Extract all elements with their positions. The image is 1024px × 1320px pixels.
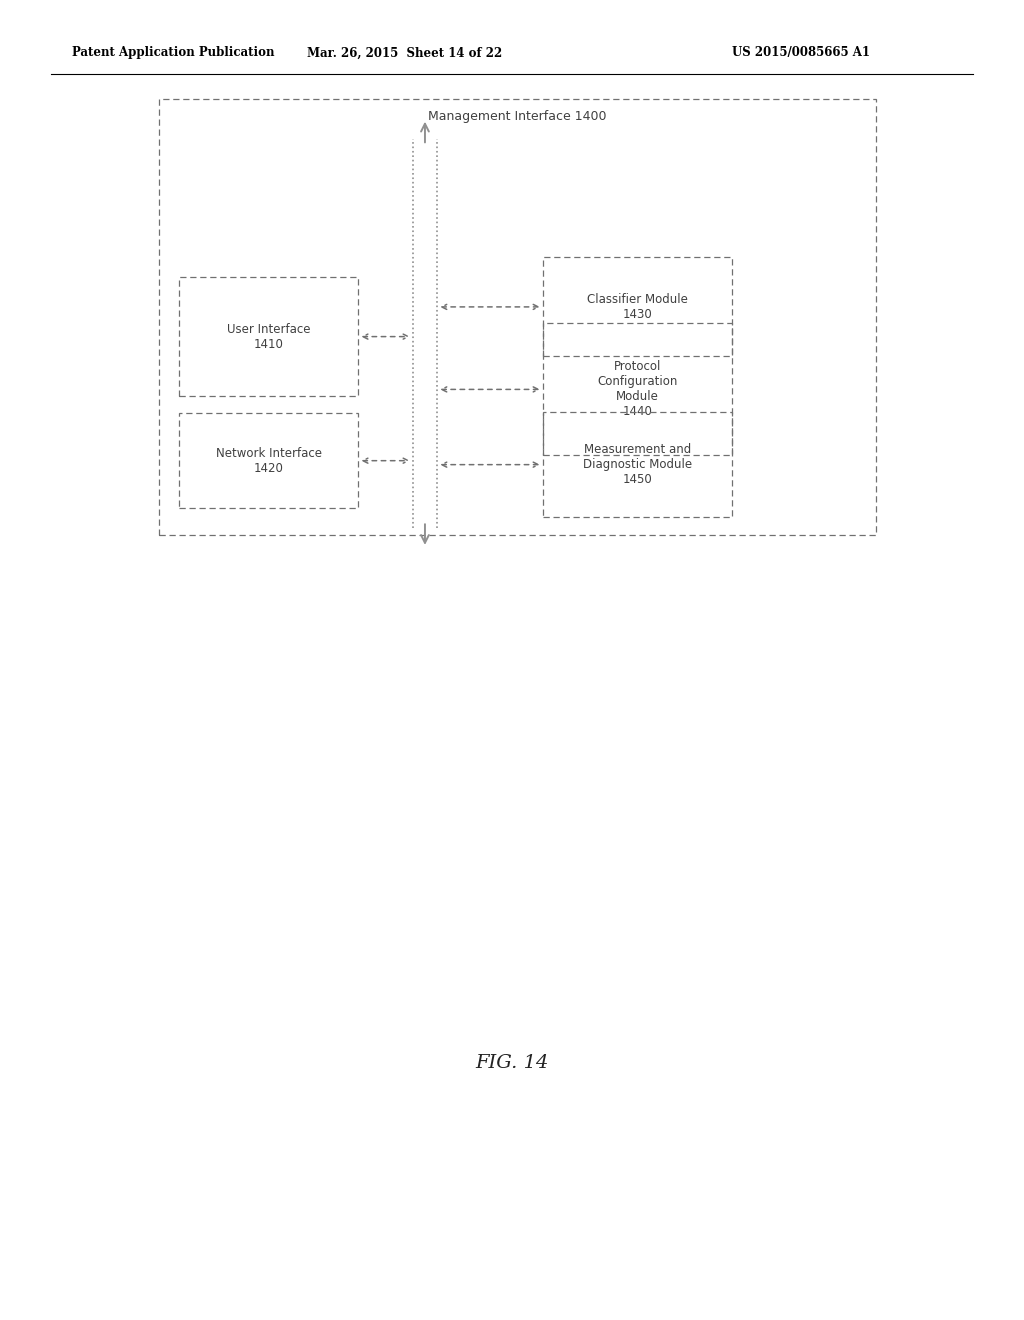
- Bar: [543, 412, 732, 517]
- Text: User Interface
1410: User Interface 1410: [227, 322, 310, 351]
- Text: Protocol
Configuration
Module
1440: Protocol Configuration Module 1440: [597, 360, 678, 418]
- Bar: [543, 323, 732, 455]
- Text: FIG. 14: FIG. 14: [475, 1053, 549, 1072]
- Text: Management Interface 1400: Management Interface 1400: [428, 110, 606, 123]
- Bar: [179, 413, 358, 508]
- Text: Patent Application Publication: Patent Application Publication: [72, 46, 274, 59]
- Text: US 2015/0085665 A1: US 2015/0085665 A1: [732, 46, 870, 59]
- Bar: [159, 99, 876, 535]
- Text: Mar. 26, 2015  Sheet 14 of 22: Mar. 26, 2015 Sheet 14 of 22: [307, 46, 502, 59]
- Bar: [179, 277, 358, 396]
- Text: Classifier Module
1430: Classifier Module 1430: [587, 293, 688, 321]
- Text: Network Interface
1420: Network Interface 1420: [216, 446, 322, 475]
- Bar: [543, 257, 732, 356]
- Text: Measurement and
Diagnostic Module
1450: Measurement and Diagnostic Module 1450: [583, 444, 692, 486]
